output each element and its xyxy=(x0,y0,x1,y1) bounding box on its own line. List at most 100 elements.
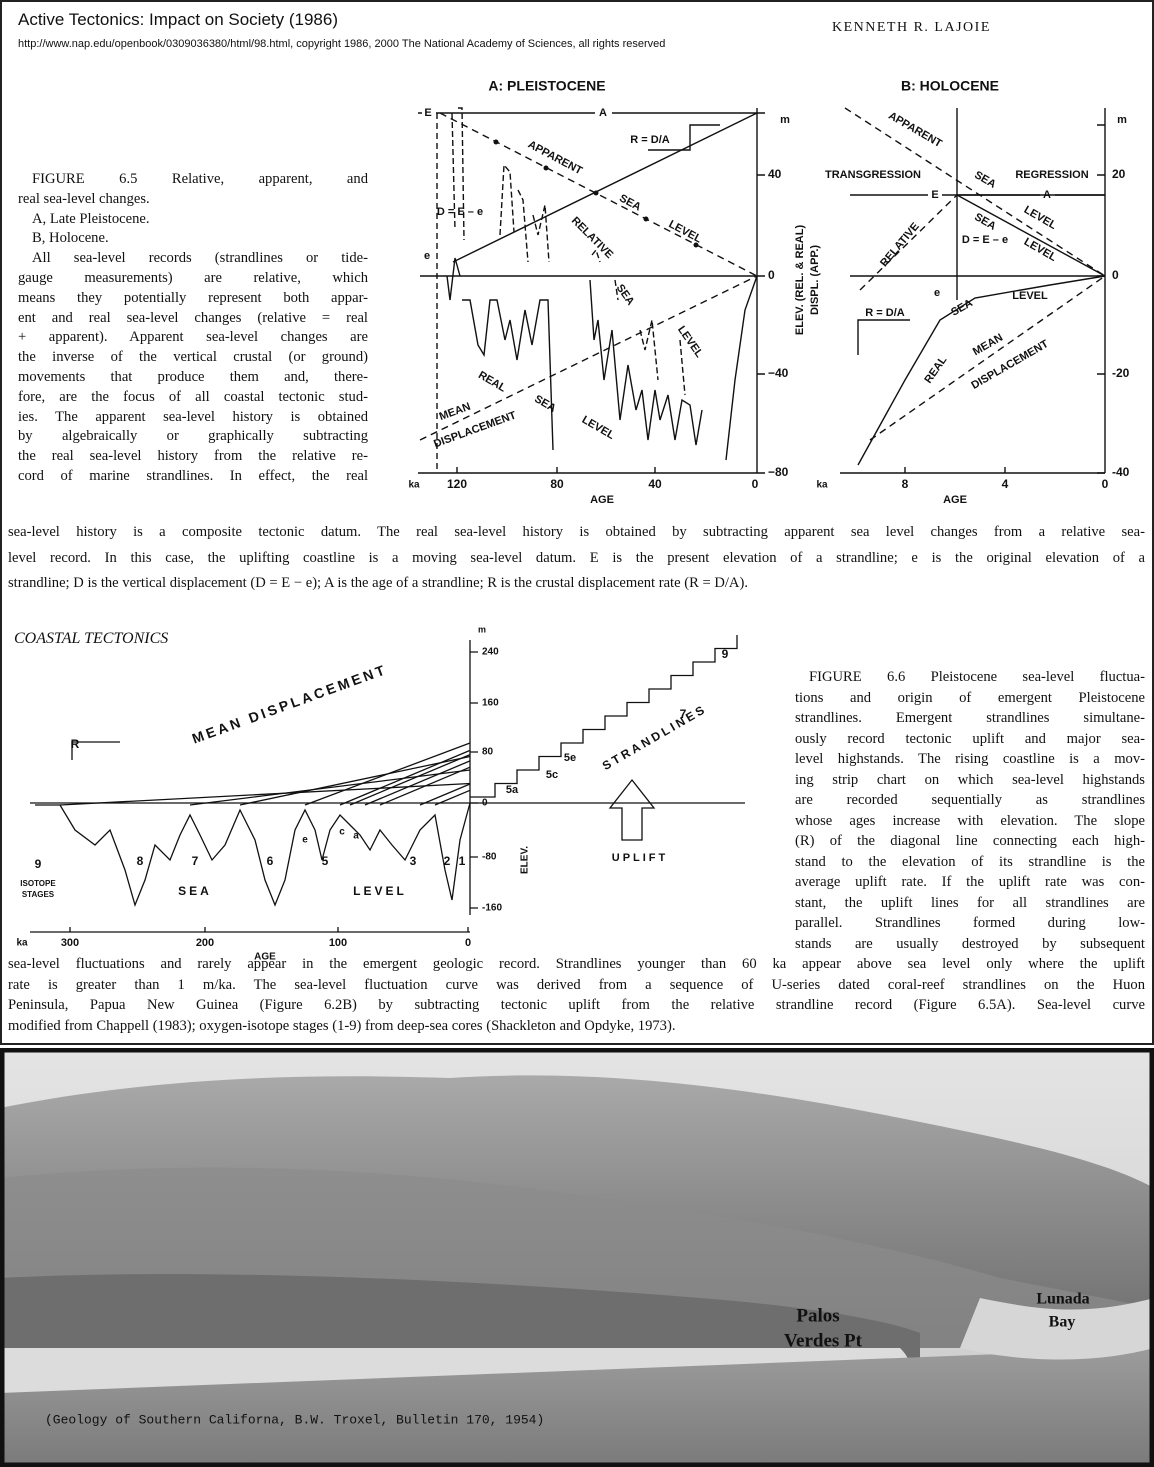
diagram-label: E xyxy=(931,189,938,201)
diagram-label: 9 xyxy=(722,647,729,661)
diagram-label: 7 xyxy=(192,854,199,868)
panel-title: A: PLEISTOCENE xyxy=(488,78,605,94)
axis-label: AGE xyxy=(943,494,967,506)
tick-label: 100 xyxy=(329,937,347,949)
tick-label: 160 xyxy=(482,698,499,709)
caption-line: tions and origin of emergent Pleistocene xyxy=(795,689,1145,706)
tick-label: 0 xyxy=(482,798,488,809)
diagram-label: e xyxy=(302,835,308,846)
diagram-label: UPLIFT xyxy=(612,852,669,864)
caption-line: real sea-level changes. xyxy=(18,190,150,207)
dot xyxy=(543,165,549,171)
uplift-line xyxy=(419,783,471,806)
diagram-label: TRANSGRESSION xyxy=(825,169,921,181)
diagram-label: 3 xyxy=(410,854,417,868)
dot xyxy=(493,139,499,145)
diagram-label: REAL xyxy=(922,354,949,386)
axis-label: AGE xyxy=(254,952,276,963)
figure-6-5-b-lines xyxy=(840,107,1106,474)
uplift-line xyxy=(434,789,471,806)
diagram-label: 5a xyxy=(506,784,519,796)
tick-label: -80 xyxy=(482,852,497,863)
uplift-line xyxy=(364,760,471,806)
caption-line: fore, are the focus of all coastal tecto… xyxy=(18,388,368,405)
tick-label: 240 xyxy=(482,647,499,658)
dot xyxy=(643,216,649,222)
axes xyxy=(840,108,1106,474)
tick-label: -40 xyxy=(1112,465,1130,479)
source-url: http://www.nap.edu/openbook/0309036380/h… xyxy=(18,38,666,50)
photo-label: Verdes Pt xyxy=(784,1330,863,1351)
mean-displacement-line xyxy=(869,275,1106,441)
caption-line: average uplift rate. If the uplift rate … xyxy=(795,874,1145,890)
diagram-label: ELEV. xyxy=(520,846,531,874)
uplift-line xyxy=(304,742,471,806)
caption-line: means they potentially represent both ap… xyxy=(18,289,368,306)
tick-label: 40 xyxy=(768,167,782,181)
tick-label: −40 xyxy=(768,366,789,380)
caption-line: ies. The apparent sea-level history is o… xyxy=(18,408,368,425)
diagram-label: R = D/A xyxy=(630,134,669,146)
caption-line: strandline; D is the vertical displaceme… xyxy=(8,575,748,591)
caption-line: Peninsula, Papua New Guinea (Figure 6.2B… xyxy=(8,997,1145,1014)
diagram-label: RELATIVE xyxy=(878,221,922,270)
axes xyxy=(30,640,745,933)
tick-label: 200 xyxy=(196,937,214,949)
strandline-steps xyxy=(470,635,738,798)
caption-line: B, Holocene. xyxy=(32,230,109,247)
rate-bracket xyxy=(71,741,120,760)
photo: Palos Verdes Pt Lunada Bay (Geology of S… xyxy=(0,1048,1154,1467)
diagram-label: SEA xyxy=(972,211,998,233)
rate-bracket xyxy=(648,124,720,151)
dot xyxy=(593,190,599,196)
caption-line: gauge measurements) are relative, which xyxy=(18,270,368,286)
tick-label: 0 xyxy=(752,477,759,491)
caption-line: level highstands. The rising coastline i… xyxy=(795,751,1145,767)
dot xyxy=(693,242,699,248)
diagram-label: 2 xyxy=(444,854,451,868)
real-uplift-line xyxy=(452,112,758,263)
diagram-label: a xyxy=(353,831,359,842)
diagram-label: 1 xyxy=(459,854,466,868)
sea xyxy=(0,1348,1154,1467)
diagram-label: REGRESSION xyxy=(1015,169,1088,181)
diagram-label: APPARENT xyxy=(886,110,944,150)
diagram-label: 5c xyxy=(546,769,558,781)
ticks xyxy=(456,112,765,474)
ticks xyxy=(69,651,478,932)
caption-line: parallel. Strandlines formed during low- xyxy=(795,915,1145,931)
tick-label: 20 xyxy=(1112,167,1126,181)
caption-line: ously record tectonic uplift and major s… xyxy=(795,730,1145,747)
diagram-label: e xyxy=(424,250,430,262)
uplift-line xyxy=(339,749,471,806)
caption-line: FIGURE 6.6 Pleistocene sea-level fluctua… xyxy=(809,669,1145,685)
diagram-label: c xyxy=(339,827,345,838)
diagram-label: MEAN DISPLACEMENT xyxy=(190,661,390,747)
diagram-label: SEA xyxy=(532,393,558,415)
tick-label: -20 xyxy=(1112,366,1130,380)
uplift-line xyxy=(189,769,471,806)
caption-line: stand to the elevation of its strandline… xyxy=(795,853,1145,870)
apparent-line xyxy=(844,107,1106,277)
photo-credit: (Geology of Southern Californa, B.W. Tro… xyxy=(45,1412,544,1427)
diagram-label: m xyxy=(1117,114,1127,126)
axis-unit: ka xyxy=(408,480,420,491)
caption-line: ent and real sea-level changes (relative… xyxy=(18,309,368,326)
diagram-label: D = E – e xyxy=(962,234,1008,246)
tick-label: 300 xyxy=(61,937,79,949)
diagram-label: REAL xyxy=(476,369,508,395)
tick-label: 40 xyxy=(648,477,662,491)
tick-label: 0 xyxy=(768,268,775,282)
tick-label: -160 xyxy=(482,903,502,914)
diagram-label: SEA xyxy=(617,192,643,213)
caption-line: A, Late Pleistocene. xyxy=(32,210,150,227)
diagram-label: 9 xyxy=(35,857,42,871)
diagram-label: 7 xyxy=(680,707,687,721)
caption-line: strandlines. Emergent strandlines simult… xyxy=(795,710,1145,726)
tick-label: 0 xyxy=(1102,477,1109,491)
figures: A: PLEISTOCENE E A R = D/A m APPARENT SEA LEVEL… xyxy=(16,78,1130,963)
diagram-label: STAGES xyxy=(22,890,55,899)
diagram-label: 5e xyxy=(564,752,576,764)
diagram-label: A xyxy=(599,107,607,119)
caption-line: the inverse of the vertical crustal (or … xyxy=(18,349,368,366)
